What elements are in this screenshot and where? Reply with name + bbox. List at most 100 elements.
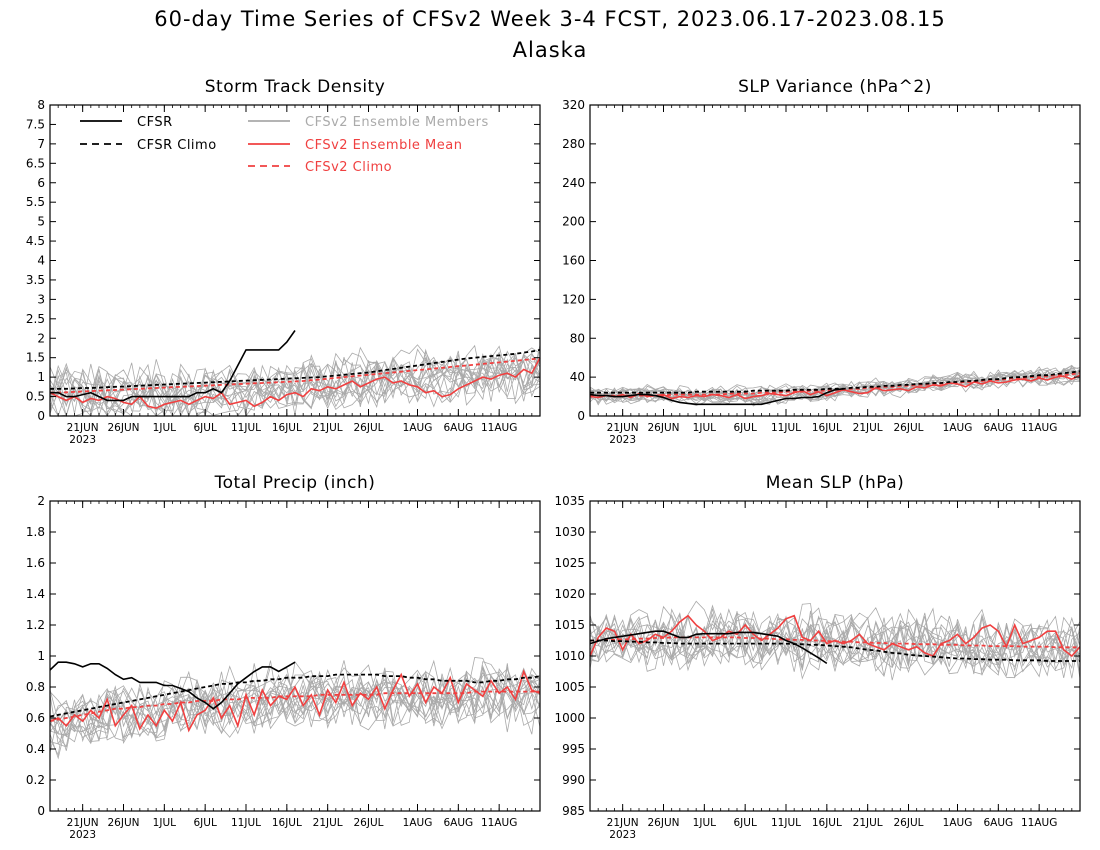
ensemble-members: [589, 364, 1081, 407]
cfsr-climo-line: [590, 639, 1080, 662]
y-tick-label: 1.8: [26, 525, 45, 539]
legend-label: CFSv2 Ensemble Mean: [305, 138, 462, 153]
x-tick-label: 6JUL: [734, 422, 757, 434]
x-tick-label: 26JUN: [108, 817, 140, 829]
panel-title: Mean SLP (hPa): [766, 473, 905, 493]
ensemble-member-line: [589, 611, 1081, 672]
x-tick-label: 6JUL: [734, 817, 757, 829]
x-tick-label: 1AUG: [943, 817, 973, 829]
y-tick-label: 120: [562, 292, 585, 306]
y-tick-label: 0.8: [26, 680, 45, 694]
ensemble-member-line: [49, 661, 541, 736]
x-tick-label: 21JUL: [853, 422, 883, 434]
x-year-label: 2023: [609, 829, 636, 841]
x-tick-label: 21JUN: [607, 422, 639, 434]
y-tick-label: 40: [570, 370, 585, 384]
ensemble-member-line: [49, 657, 541, 731]
ensemble-member-line: [589, 600, 1081, 667]
x-tick-label: 16JUL: [812, 422, 842, 434]
y-tick-label: 8: [37, 98, 45, 112]
x-tick-label: 6JUL: [194, 422, 217, 434]
x-tick-label: 11AUG: [1021, 817, 1057, 829]
y-tick-label: 0: [37, 804, 45, 818]
y-tick-label: 1015: [554, 618, 585, 632]
cfsv2-ensemble-mean-line: [49, 669, 541, 733]
legend-item-cfsv2-ensemble-members: CFSv2 Ensemble Members: [248, 115, 488, 130]
y-tick-label: 1025: [554, 556, 585, 570]
ensemble-member-line: [49, 347, 541, 414]
cfsv2-ensemble-mean-line: [589, 374, 1081, 400]
cfsv2-climo-line: [49, 690, 540, 722]
cfsr-line: [589, 388, 844, 406]
x-tick-label: 16JUL: [272, 422, 302, 434]
y-tick-label: 6.5: [26, 156, 45, 170]
x-tick-label: 26JUL: [354, 817, 384, 829]
panels: Storm Track Density 0 0.5 1 1.5 2 2.5 3 3.5 4 4.5 5…: [26, 77, 1081, 841]
y-tick-label: 0.6: [26, 711, 45, 725]
ensemble-member-line: [49, 351, 541, 418]
ensemble-member-line: [589, 615, 1081, 675]
y-tick-label: 1.6: [26, 556, 45, 570]
x-tick-label: 21JUN: [67, 422, 99, 434]
x-tick-label: 1AUG: [943, 422, 973, 434]
y-tick-label: 1.4: [26, 587, 45, 601]
x-tick-label: 21JUL: [313, 817, 343, 829]
y-tick-label: 5: [37, 215, 45, 229]
x-tick-label: 1JUL: [153, 422, 176, 434]
x-tick-label: 21JUL: [853, 817, 883, 829]
y-tick-label: 6: [37, 176, 45, 190]
x-tick-label: 1JUL: [153, 817, 176, 829]
y-tick-label: 2.5: [26, 312, 45, 326]
y-tick-label: 7: [37, 137, 45, 151]
ensemble-member-line: [49, 675, 541, 748]
ensemble-member-line: [589, 608, 1081, 662]
y-tick-label: 320: [562, 98, 585, 112]
legend: CFSR CFSR Climo CFSv2 Ensemble Members CFSv…: [80, 115, 488, 175]
panel-title: Total Precip (inch): [214, 473, 376, 493]
x-tick-label: 6AUG: [983, 817, 1013, 829]
x-tick-label: 11JUL: [231, 817, 261, 829]
cfsv2-ensemble-mean-line: [49, 357, 541, 410]
ensemble-members: [49, 657, 541, 760]
cfsv2-climo-line: [50, 357, 541, 394]
y-tick-label: 80: [570, 331, 585, 345]
y-tick-label: 160: [562, 254, 585, 268]
y-tick-label: 1020: [554, 587, 585, 601]
x-year-label: 2023: [609, 434, 636, 446]
x-tick-label: 11JUL: [771, 422, 801, 434]
ensemble-member-line: [589, 607, 1081, 670]
y-tick-label: 1: [37, 649, 45, 663]
ensemble-member-line: [49, 352, 541, 417]
legend-label: CFSR Climo: [137, 138, 217, 153]
y-tick-label: 1005: [554, 680, 585, 694]
x-tick-label: 6AUG: [983, 422, 1013, 434]
cfsr-climo-line: [50, 349, 541, 390]
y-tick-label: 0: [37, 409, 45, 423]
figure-title: 60-day Time Series of CFSv2 Week 3-4 FCS…: [154, 7, 946, 31]
x-tick-label: 6AUG: [443, 817, 473, 829]
y-tick-label: 3: [37, 292, 45, 306]
x-tick-label: 1AUG: [403, 817, 433, 829]
y-tick-label: 0.2: [26, 773, 45, 787]
y-tick-label: 2: [37, 494, 45, 508]
legend-item-cfsr: CFSR: [80, 115, 172, 130]
ensemble-member-line: [49, 673, 541, 760]
cfsr-climo-line: [590, 370, 1081, 394]
y-tick-label: 0.5: [26, 390, 45, 404]
cfsr-line: [589, 630, 828, 665]
ensemble-member-line: [49, 344, 541, 415]
cfsr-line: [49, 661, 296, 710]
y-tick-label: 5.5: [26, 195, 45, 209]
y-tick-label: 1: [37, 370, 45, 384]
y-tick-label: 1000: [554, 711, 585, 725]
x-tick-label: 16JUL: [272, 817, 302, 829]
x-tick-label: 11AUG: [481, 817, 517, 829]
y-tick-label: 4.5: [26, 234, 45, 248]
ensemble-member-line: [49, 344, 541, 409]
x-tick-label: 16JUL: [812, 817, 842, 829]
x-tick-label: 11AUG: [481, 422, 517, 434]
legend-item-cfsv2-climo: CFSv2 Climo: [248, 160, 392, 175]
x-tick-label: 21JUL: [313, 422, 343, 434]
cfsv2-ensemble-mean-line: [589, 614, 1081, 658]
